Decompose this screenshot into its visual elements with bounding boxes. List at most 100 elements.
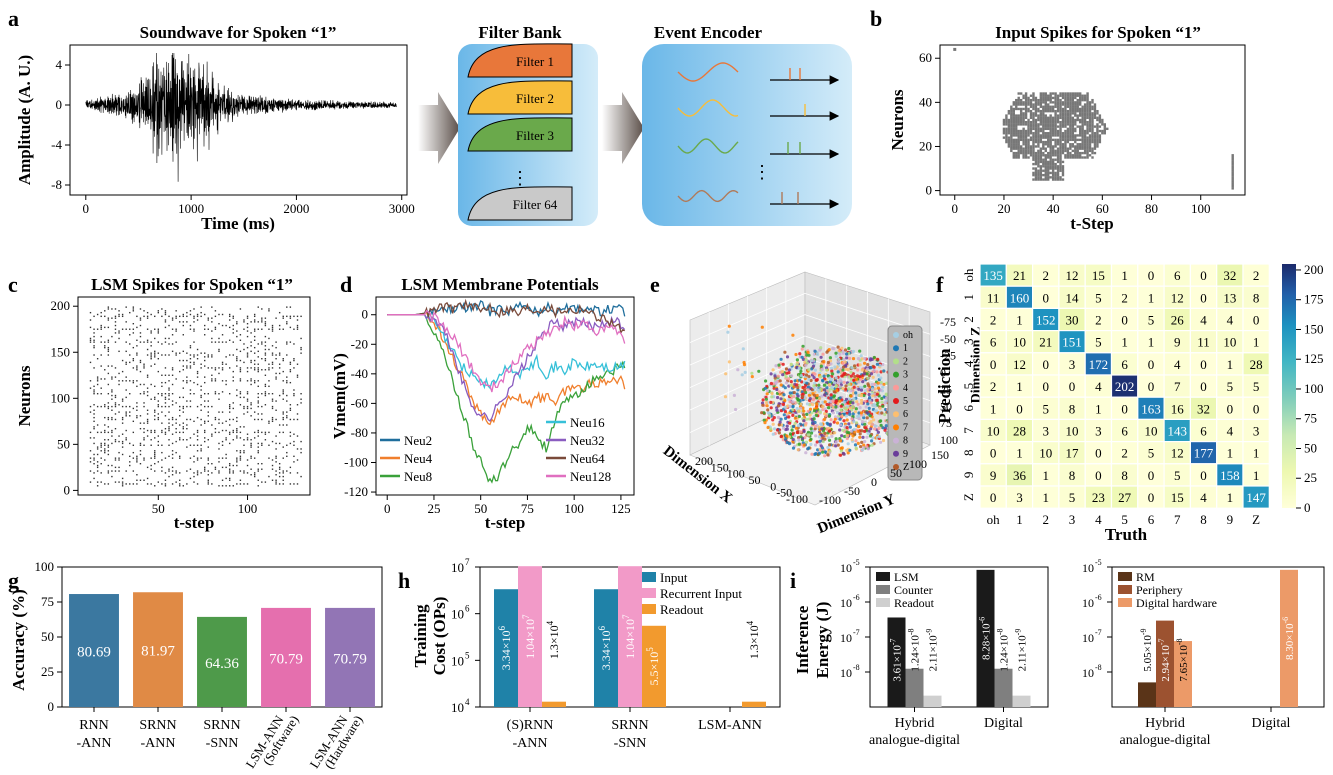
spike-dot bbox=[1054, 178, 1057, 181]
spike-dot bbox=[1061, 109, 1065, 113]
encoder-wave bbox=[677, 99, 739, 117]
lsm-spike-dot bbox=[189, 324, 192, 327]
lsm-spike-dot bbox=[186, 483, 188, 485]
scatter-point bbox=[780, 370, 785, 374]
lsm-spike-dot bbox=[118, 350, 120, 353]
spike-dot bbox=[1044, 178, 1047, 181]
spike-dot bbox=[1034, 109, 1038, 113]
lsm-spike-dot bbox=[121, 422, 124, 424]
lsm-spike-dot bbox=[157, 310, 160, 312]
scatter-point bbox=[779, 435, 783, 439]
spike-dot bbox=[1010, 134, 1013, 137]
lsm-spike-dot bbox=[282, 457, 284, 459]
lsm-spike-dot bbox=[257, 418, 259, 421]
lsm-spike-dot bbox=[179, 472, 181, 474]
scatter-point bbox=[853, 443, 858, 447]
lsm-spike-dot bbox=[136, 479, 138, 481]
scatter-point bbox=[819, 364, 823, 368]
spike-dot bbox=[1081, 147, 1084, 150]
lsm-spike-dot bbox=[196, 354, 199, 356]
x-tick-label: 150 bbox=[711, 460, 729, 474]
lsm-spike-dot bbox=[236, 389, 238, 391]
lsm-spike-dot bbox=[189, 367, 192, 369]
lsm-spike-dot bbox=[100, 354, 102, 356]
lsm-spike-dot bbox=[253, 319, 256, 321]
scatter-point bbox=[825, 350, 829, 354]
lsm-spike-dot bbox=[107, 317, 110, 319]
spike-dot bbox=[1029, 147, 1033, 150]
scatter-point bbox=[791, 437, 795, 442]
lsm-spike-dot bbox=[129, 334, 131, 336]
lsm-spike-dot bbox=[114, 404, 117, 406]
cost-value-label: 3.34×106 bbox=[597, 625, 613, 670]
spike-dot bbox=[1022, 151, 1025, 155]
lsm-spike-dot bbox=[286, 354, 288, 356]
lsm-spike-dot bbox=[179, 370, 181, 373]
z-tick-label: -25 bbox=[940, 349, 956, 363]
lsm-spike-dot bbox=[143, 422, 145, 424]
spike-dot bbox=[1032, 134, 1035, 137]
spike-dot bbox=[1017, 118, 1020, 122]
scatter-point bbox=[760, 325, 764, 329]
lsm-spike-dot bbox=[107, 319, 110, 321]
lsm-spike-dot bbox=[100, 392, 102, 395]
spike-dot bbox=[1015, 129, 1018, 133]
lsm-spike-dot bbox=[157, 332, 160, 334]
scatter-point bbox=[851, 349, 856, 354]
lsm-spike-dot bbox=[171, 418, 174, 421]
scatter-point bbox=[769, 381, 774, 386]
lsm-spike-dot bbox=[236, 435, 238, 437]
colorbar-tick-label: 25 bbox=[1304, 470, 1317, 485]
spike-dot bbox=[1069, 98, 1072, 102]
spike-dot bbox=[1027, 96, 1030, 100]
spike-dot bbox=[1093, 103, 1097, 106]
lsm-spike-dot bbox=[100, 365, 102, 367]
lsm-spike-dot bbox=[253, 475, 256, 478]
lsm-spike-dot bbox=[164, 457, 167, 459]
lsm-spike-dot bbox=[161, 405, 163, 408]
lsm-spike-dot bbox=[228, 468, 231, 470]
spike-dot bbox=[1059, 167, 1062, 170]
scatter-point bbox=[775, 387, 779, 392]
lsm-spike-dot bbox=[278, 431, 281, 434]
spike-dot bbox=[1056, 158, 1060, 161]
lsm-spike-dot bbox=[154, 457, 156, 459]
spike-dot bbox=[1081, 118, 1084, 122]
lsm-spike-dot bbox=[293, 461, 295, 463]
lsm-spike-dot bbox=[154, 453, 156, 456]
matrix-value: 4 bbox=[1174, 357, 1181, 372]
scatter-point bbox=[826, 422, 830, 426]
spike-dot bbox=[1091, 136, 1094, 139]
lsm-spike-dot bbox=[164, 326, 167, 329]
lsm-spike-dot bbox=[246, 464, 249, 467]
colorbar bbox=[1282, 264, 1296, 508]
scatter-point bbox=[764, 379, 768, 383]
lsm-spike-dot bbox=[257, 442, 259, 445]
spike-dot bbox=[1093, 112, 1097, 115]
lsm-spike-dot bbox=[239, 367, 242, 369]
spike-dot bbox=[1083, 145, 1087, 148]
spike-dot bbox=[1071, 94, 1075, 97]
lsm-spike-dot bbox=[164, 374, 167, 376]
y-tick-label: 50 bbox=[890, 466, 902, 480]
lsm-spike-dot bbox=[293, 440, 295, 443]
matrix-value: 5 bbox=[1253, 379, 1260, 394]
spike-dot bbox=[1074, 118, 1077, 122]
spike-dot bbox=[1034, 114, 1038, 117]
lsm-spike-dot bbox=[93, 354, 95, 356]
spike-dot bbox=[1071, 143, 1075, 146]
lsm-spike-dot bbox=[250, 407, 252, 410]
spike-dot bbox=[1079, 129, 1082, 133]
lsm-spike-dot bbox=[171, 442, 174, 445]
scatter-point bbox=[810, 388, 814, 392]
scatter-point bbox=[863, 389, 868, 393]
y-tick-label: 10 bbox=[840, 666, 852, 680]
lsm-spike-dot bbox=[107, 431, 110, 434]
spike-dot bbox=[1071, 154, 1075, 157]
scatter-point bbox=[768, 414, 772, 418]
lsm-spike-dot bbox=[243, 328, 245, 330]
matrix-value: 2 bbox=[1043, 268, 1050, 283]
spike-dot bbox=[1027, 123, 1030, 126]
spike-dot bbox=[1029, 129, 1033, 133]
lsm-spike-dot bbox=[182, 315, 184, 318]
